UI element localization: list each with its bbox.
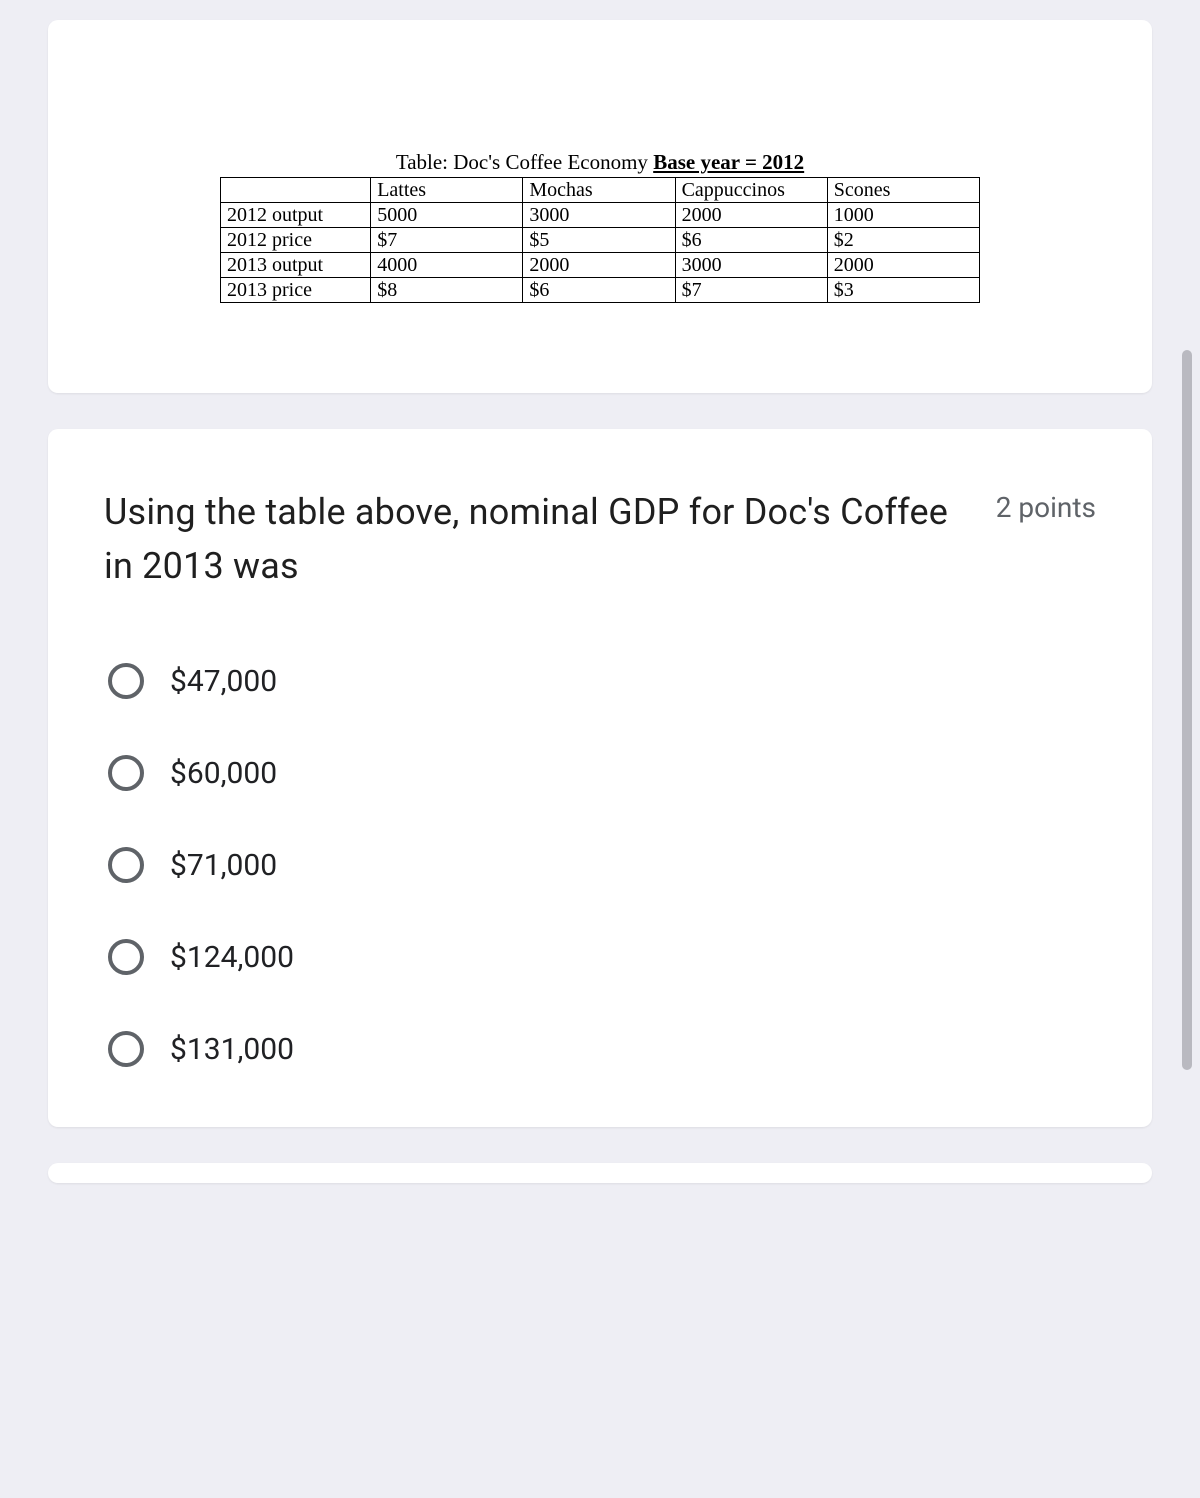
table-cell: 2000 [675, 203, 827, 228]
table-row: 2013 price$8$6$7$3 [221, 278, 980, 303]
option-label: $71,000 [170, 848, 277, 883]
table-title-prefix: Table: Doc's Coffee Economy [396, 150, 653, 174]
table-cell: $7 [675, 278, 827, 303]
table-cell: 3000 [523, 203, 675, 228]
table-cell: 2013 price [221, 278, 371, 303]
table-header-cell: Lattes [371, 178, 523, 203]
question-text: Using the table above, nominal GDP for D… [104, 485, 966, 593]
option[interactable]: $47,000 [108, 663, 1096, 699]
table-cell: 2000 [523, 253, 675, 278]
table-row: LattesMochasCappuccinosScones [221, 178, 980, 203]
option-label: $60,000 [170, 756, 277, 791]
table-header-cell: Mochas [523, 178, 675, 203]
table-row: 2012 price$7$5$6$2 [221, 228, 980, 253]
table-cell: $2 [827, 228, 979, 253]
data-table-body: LattesMochasCappuccinosScones2012 output… [221, 178, 980, 303]
option[interactable]: $71,000 [108, 847, 1096, 883]
scrollbar-thumb[interactable] [1182, 350, 1192, 1070]
option-label: $124,000 [170, 940, 294, 975]
next-card-stub [48, 1163, 1152, 1183]
table-wrap: Table: Doc's Coffee Economy Base year = … [104, 150, 1096, 303]
table-cell: $8 [371, 278, 523, 303]
option[interactable]: $131,000 [108, 1031, 1096, 1067]
table-row: 2013 output4000200030002000 [221, 253, 980, 278]
table-header-cell: Cappuccinos [675, 178, 827, 203]
radio-icon[interactable] [108, 663, 144, 699]
option[interactable]: $60,000 [108, 755, 1096, 791]
option-label: $47,000 [170, 664, 277, 699]
question-card: Using the table above, nominal GDP for D… [48, 429, 1152, 1127]
option-label: $131,000 [170, 1032, 294, 1067]
table-cell: $3 [827, 278, 979, 303]
question-row: Using the table above, nominal GDP for D… [104, 485, 1096, 593]
table-cell: $7 [371, 228, 523, 253]
data-table: LattesMochasCappuccinosScones2012 output… [220, 177, 980, 303]
table-cell: $5 [523, 228, 675, 253]
options-list: $47,000 $60,000 $71,000 $124,000 $131,000 [108, 663, 1096, 1067]
radio-icon[interactable] [108, 755, 144, 791]
radio-icon[interactable] [108, 847, 144, 883]
table-card: Table: Doc's Coffee Economy Base year = … [48, 20, 1152, 393]
table-cell: $6 [523, 278, 675, 303]
table-cell: 3000 [675, 253, 827, 278]
table-cell: $6 [675, 228, 827, 253]
table-cell: 2000 [827, 253, 979, 278]
table-title: Table: Doc's Coffee Economy Base year = … [396, 150, 804, 175]
table-cell: 2013 output [221, 253, 371, 278]
table-header-cell: Scones [827, 178, 979, 203]
table-cell: 5000 [371, 203, 523, 228]
option[interactable]: $124,000 [108, 939, 1096, 975]
table-row: 2012 output5000300020001000 [221, 203, 980, 228]
radio-icon[interactable] [108, 939, 144, 975]
table-header-cell [221, 178, 371, 203]
table-cell: 4000 [371, 253, 523, 278]
table-cell: 2012 price [221, 228, 371, 253]
question-points: 2 points [996, 485, 1096, 524]
table-title-base: Base year = 2012 [653, 150, 804, 174]
table-cell: 1000 [827, 203, 979, 228]
table-cell: 2012 output [221, 203, 371, 228]
radio-icon[interactable] [108, 1031, 144, 1067]
